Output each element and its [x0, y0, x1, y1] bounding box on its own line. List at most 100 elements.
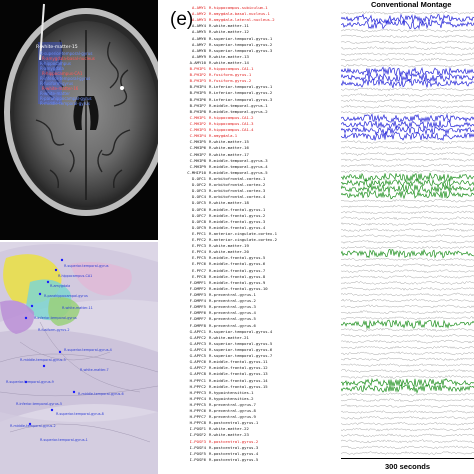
channel-region: R-amygdala-lateral-nucleus-2: [209, 17, 275, 23]
channel-region: R-precentral-gyrus-3: [209, 304, 256, 310]
eeg-trace: [341, 286, 474, 291]
mri-label: R-hippocampus-CA1: [42, 71, 83, 76]
eeg-trace: [341, 113, 474, 123]
eeg-trace: [341, 222, 474, 226]
channel-row: E-PFC3 R-white-matter-19: [172, 243, 340, 249]
channel-code: B-PHIP7: [189, 102, 206, 108]
channel-row: G-APFC5 R-superior-temporal-gyrus-7: [172, 353, 340, 359]
channel-region: R-middle-frontal-gyrus-14: [209, 377, 268, 383]
mri-label: R-parahippocampal-gyrus: [40, 96, 92, 101]
channel-code: I-POSF4: [189, 444, 206, 450]
channel-code: F-DMPF7: [189, 316, 206, 322]
channel-region: R-postcentral-gyrus-1: [209, 420, 259, 426]
eeg-trace: [341, 257, 474, 262]
panel-letter: (e): [170, 9, 194, 30]
channel-row: C-MHIP4 R-amygdala-1: [172, 134, 340, 138]
eeg-trace: [341, 19, 474, 30]
channel-row: B-PHIP5 R-inferior-temporal-gyrus-2: [172, 91, 340, 95]
channel-region: R-white-matter-15: [209, 139, 249, 145]
eeg-trace: [341, 410, 474, 414]
channel-code: B-PHIP3: [189, 78, 206, 84]
channel-row: A-AMY2 R-amygdala-basal-nucleus-1: [172, 11, 340, 17]
channel-row: I-POSF6 R-postcentral-gyrus-5: [172, 456, 340, 462]
eeg-trace: [341, 40, 474, 45]
eeg-trace: [341, 421, 474, 426]
channel-row: H-PPFC8 R-postcentral-gyrus-1: [172, 421, 340, 425]
channel-code: C-MHIP5: [189, 139, 206, 145]
channel-region: R-middle-temporal-gyrus-3: [209, 157, 268, 163]
render-label: R-superior-temporal-gyrus-4: [64, 348, 112, 352]
eeg-trace: [341, 245, 474, 250]
channel-code: A-AMY9: [191, 53, 206, 59]
channel-code: G-APFC5: [189, 353, 206, 359]
channel-code: C-MHIP8: [189, 157, 206, 163]
mri-label: R-superior-temporal-gyrus: [40, 51, 93, 56]
render-label: R-parahippocampal-gyrus: [44, 294, 88, 298]
channel-row: G-APFC2 R-white-matter-21: [172, 335, 340, 340]
channel-code: E-PFC8: [191, 273, 206, 279]
channel-code: H-PPFC1: [189, 377, 206, 383]
channel-region: R-hypointensities-1: [209, 389, 254, 395]
eeg-trace: [341, 248, 474, 259]
render-label: R-middle-temporal-gyrus-3: [20, 358, 66, 362]
eeg-trace: [341, 184, 474, 194]
channel-region: R-superior-temporal-gyrus-1: [209, 35, 273, 41]
channel-row: A-AMY9 R-white-matter-13: [172, 53, 340, 59]
eeg-trace: [341, 146, 474, 150]
eeg-trace: [341, 198, 474, 203]
channel-region: R-middle-frontal-gyrus-9: [209, 279, 266, 285]
channel-code: H-PPFC8: [189, 420, 206, 426]
channel-row: E-PFC8 R-middle-frontal-gyrus-8: [172, 273, 340, 279]
channel-region: R-white-matter-19: [209, 243, 249, 249]
eeg-trace: [341, 404, 474, 408]
channel-row: C-MHIP9 R-middle-temporal-gyrus-4: [172, 163, 340, 169]
channel-region: R-postcentral-gyrus-5: [209, 456, 259, 462]
channel-row: F-DMPF1 R-middle-frontal-gyrus-9: [172, 279, 340, 285]
eeg-trace: [341, 416, 474, 420]
mri-label: R-middle-temporal-gyrus: [40, 101, 90, 106]
channel-code: I-POSF3: [189, 438, 206, 444]
channel-region: R-superior-temporal-gyrus-6: [209, 346, 273, 352]
channel-region: R-amygdala-basal-nucleus-1: [209, 11, 270, 17]
channel-code: F-DMPF8: [189, 322, 206, 328]
channel-row: H-PPFC5 R-precentral-gyrus-7: [172, 402, 340, 407]
eeg-trace: [341, 304, 474, 309]
channel-region: R-middle-temporal-gyrus-4: [209, 163, 268, 169]
channel-region: R-hypointensities-2: [209, 395, 254, 401]
eeg-trace: [341, 398, 474, 403]
mri-label: R-amygdala-basal-nucleus: [42, 56, 95, 61]
channel-row: F-DMPF8 R-precentral-gyrus-6: [172, 322, 340, 328]
eeg-trace: [341, 13, 474, 25]
channel-region: R-superior-temporal-gyrus-5: [209, 340, 273, 346]
channel-code: H-PPFC6: [189, 408, 206, 414]
channel-code: I-POSF5: [189, 450, 206, 456]
channel-region: R-inferior-temporal-gyrus-2: [209, 90, 273, 96]
channel-region: R-superior-temporal-gyrus-4: [209, 328, 273, 334]
render-label: R-superior-temporal-gyrus-9: [6, 380, 54, 384]
channel-code: B-PHIP6: [189, 96, 206, 102]
channel-row: I-POSF1 R-white-matter-22: [172, 427, 340, 431]
channel-row: H-PPFC4 R-hypointensities-2: [172, 395, 340, 401]
channel-row: H-PPFC6 R-precentral-gyrus-8: [172, 408, 340, 414]
channel-code: D-OFC2: [191, 182, 206, 188]
channel-row: I-POSF2 R-white-matter-23: [172, 433, 340, 437]
eeg-trace: [341, 228, 474, 232]
eeg-trace: [341, 239, 474, 244]
channel-region: R-orbitofrontal-cortex-2: [209, 182, 266, 188]
channel-region: R-precentral-gyrus-9: [209, 414, 256, 420]
channel-code: H-PPFC2: [189, 383, 206, 389]
channel-code: E-PFC7: [191, 267, 206, 273]
channel-code: A-AMY6: [191, 35, 206, 41]
mri-label: R-inferior-temporal-gyrus: [40, 76, 91, 81]
eeg-trace: [341, 66, 474, 77]
channel-region: R-middle-frontal-gyrus-12: [209, 365, 268, 371]
channel-code: A-AMY7: [191, 41, 206, 47]
channel-region: R-superior-temporal-gyrus-3: [209, 47, 273, 53]
mri-label: R-white-matter-16: [42, 86, 79, 91]
channel-row: C-MHIP3 R-hippocampus-CA1-4: [172, 127, 340, 132]
render-label: R-white-matter-11: [62, 306, 93, 310]
eeg-trace: [341, 172, 474, 183]
eeg-trace: [341, 104, 474, 109]
render-label: R-superior-temporal-gyrus-1: [40, 438, 88, 442]
channel-region: R-inferior-temporal-gyrus-1: [209, 84, 273, 90]
